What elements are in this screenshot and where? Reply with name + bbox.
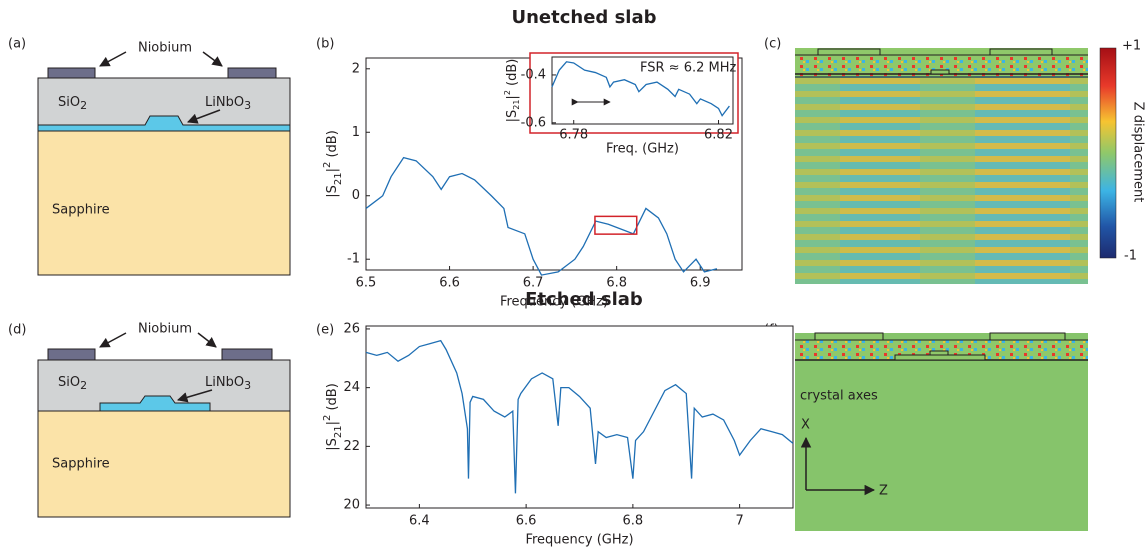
y-tick-label: -1 [347,252,360,267]
y-axis-title-part: (dB) [325,130,340,161]
annotation: crystal axes [800,389,878,404]
y-tick-label: 1 [352,125,360,140]
panel-label: (d) [8,323,26,338]
y-axis-title: |S21|2 (dB) [503,59,521,123]
x-tick-label: 6.7 [523,276,544,291]
device-diagram [37,332,291,518]
panel-label: (e) [316,323,334,338]
label: Sapphire [52,457,110,472]
x-tick-label: 6.82 [704,128,733,143]
y-axis-title-part: 21 [333,172,344,185]
heading: Unetched slab [511,7,656,28]
y-tick-label: 2 [352,61,360,76]
y-tick-label: 24 [343,380,360,395]
label: SiO2 [58,375,87,393]
x-axis-title: Freq. (GHz) [606,142,679,157]
label: Niobium [138,322,192,337]
colorbar-label: +1 [1122,39,1141,54]
x-tick-label: 6.8 [606,276,627,291]
y-tick-label: 26 [343,321,360,336]
y-axis-title: |S21|2 (dB) [322,383,344,451]
y-axis-title-part: (dB) [325,383,340,414]
x-tick-label: 6.9 [690,276,711,291]
label: LiNbO3 [205,95,251,113]
y-axis-title-part: 21 [512,100,521,110]
label: SiO2 [58,95,87,113]
y-axis-title-part: (dB) [505,59,520,90]
y-tick-label: -0.6 [521,115,546,130]
y-tick-label: 20 [343,498,360,513]
x-tick-label: 7 [735,514,743,529]
annotation: FSR ≈ 6.2 MHz [640,61,736,76]
y-axis-title-part: | [505,95,520,99]
colorbar-title: Z displacement [1131,102,1146,203]
y-axis-title-part: 2 [503,90,512,95]
panel-label: (a) [8,37,26,52]
y-axis-title-part: |S [325,438,340,451]
data-line [551,61,730,117]
panel-label: (b) [316,37,334,52]
x-tick-label: 6.6 [439,276,460,291]
axis-name: Z [879,484,888,499]
x-axis-title: Frequency (GHz) [525,533,633,548]
x-tick-label: 6.8 [623,514,644,529]
x-tick-label: 6.4 [409,514,430,529]
y-axis-title-part: | [325,421,340,425]
data-line [365,339,794,494]
y-axis-title: |S21|2 (dB) [322,130,344,198]
y-axis-title-part: |S [325,185,340,198]
plot-area [365,325,794,509]
y-axis-title-part: |S [505,110,520,123]
zoom-box [594,215,638,235]
x-tick-label: 6.6 [516,514,537,529]
x-axis-title: Frequency (GHz) [500,295,608,310]
label: Sapphire [52,203,110,218]
axis-name: X [801,418,810,433]
y-axis-title-part: 21 [333,425,344,438]
y-tick-label: 0 [352,188,360,203]
panel-label: (c) [764,37,781,52]
data-line [365,156,718,276]
y-tick-label: -0.4 [521,67,546,82]
device-diagram [37,51,291,276]
colorbar-label: -1 [1124,249,1137,264]
y-axis-title-part: 2 [322,415,333,421]
y-axis-title-part: | [325,168,340,172]
y-axis-title-part: 2 [322,162,333,168]
label: LiNbO3 [205,375,251,393]
y-tick-label: 22 [343,439,360,454]
x-tick-label: 6.78 [559,128,588,143]
label: Niobium [138,41,192,56]
heading: Etched slab [525,289,643,310]
field-map [795,332,1088,531]
field-map [795,47,1117,284]
x-tick-label: 6.5 [356,276,377,291]
